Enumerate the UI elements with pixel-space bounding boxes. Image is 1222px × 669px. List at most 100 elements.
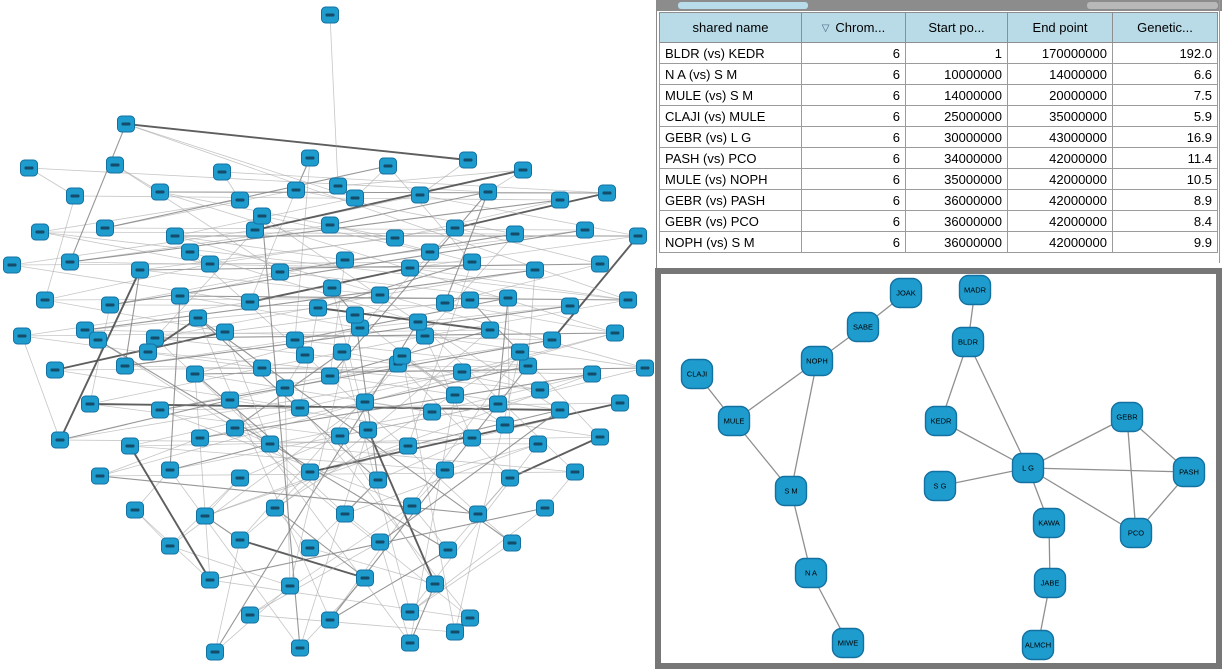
network-edge[interactable]	[329, 549, 449, 621]
network-edge[interactable]	[11, 264, 251, 303]
network-node[interactable]	[166, 227, 184, 245]
network-node[interactable]	[301, 539, 319, 557]
network-node[interactable]	[346, 306, 364, 324]
network-edge[interactable]	[497, 297, 509, 405]
network-node[interactable]	[469, 505, 487, 523]
network-node[interactable]	[536, 499, 554, 517]
table-cell[interactable]: PASH (vs) PCO	[659, 147, 802, 169]
network-edge[interactable]	[367, 429, 436, 585]
network-node[interactable]	[561, 297, 579, 315]
column-header-1[interactable]: ▽ Chrom...	[801, 12, 906, 43]
network-edge[interactable]	[209, 227, 456, 265]
network-node[interactable]	[226, 419, 244, 437]
dense-network-view[interactable]	[0, 0, 656, 669]
network-node[interactable]	[566, 463, 584, 481]
network-node[interactable]	[191, 429, 209, 447]
network-edge[interactable]	[159, 409, 413, 507]
table-row[interactable]: GEBR (vs) PCO 6 36000000 42000000 8.4	[659, 210, 1218, 232]
table-cell[interactable]: BLDR (vs) KEDR	[659, 42, 802, 64]
network-node[interactable]	[439, 541, 457, 559]
network-node[interactable]	[356, 393, 374, 411]
network-edge[interactable]	[229, 399, 473, 439]
network-edge[interactable]	[147, 351, 541, 391]
network-node[interactable]: KAWA	[1032, 507, 1066, 539]
network-node[interactable]	[291, 639, 309, 657]
table-cell[interactable]: 43000000	[1007, 126, 1113, 148]
network-edge[interactable]	[359, 227, 456, 329]
network-edge[interactable]	[409, 267, 629, 301]
network-edge[interactable]	[419, 194, 639, 237]
node-shape[interactable]	[1011, 452, 1045, 484]
network-node[interactable]	[231, 531, 249, 549]
table-cell[interactable]: 6	[801, 105, 906, 127]
network-node[interactable]	[301, 149, 319, 167]
network-edge[interactable]	[104, 189, 297, 229]
network-node[interactable]	[171, 287, 189, 305]
network-node[interactable]	[276, 379, 294, 397]
column-header-0[interactable]: shared name	[659, 12, 802, 43]
network-node[interactable]	[253, 359, 271, 377]
network-edge[interactable]	[129, 407, 301, 447]
table-cell[interactable]: 7.5	[1112, 84, 1218, 106]
network-node[interactable]	[216, 323, 234, 341]
network-node[interactable]	[301, 463, 319, 481]
network-node[interactable]	[371, 286, 389, 304]
network-edge[interactable]	[329, 191, 489, 226]
network-node[interactable]: JABE	[1033, 567, 1067, 599]
table-cell[interactable]: 42000000	[1007, 168, 1113, 190]
network-node[interactable]	[359, 421, 377, 439]
network-edge[interactable]	[69, 123, 127, 263]
table-cell[interactable]: MULE (vs) S M	[659, 84, 802, 106]
network-node[interactable]	[321, 6, 339, 24]
network-node[interactable]	[51, 431, 69, 449]
network-node[interactable]: BLDR	[951, 326, 985, 358]
network-edge[interactable]	[159, 191, 616, 334]
network-edge[interactable]	[454, 192, 608, 229]
network-node[interactable]	[551, 191, 569, 209]
network-node[interactable]	[496, 416, 514, 434]
network-node[interactable]	[379, 157, 397, 175]
table-cell[interactable]: 9.9	[1112, 231, 1218, 253]
node-shape[interactable]	[923, 470, 957, 502]
network-node[interactable]	[529, 435, 547, 453]
network-node[interactable]: MADR	[958, 274, 992, 306]
network-edge[interactable]	[169, 295, 181, 471]
network-node[interactable]	[459, 151, 477, 169]
network-edge[interactable]	[509, 436, 601, 479]
network-node[interactable]	[231, 191, 249, 209]
network-node[interactable]	[399, 437, 417, 455]
network-edge[interactable]	[299, 429, 369, 649]
network-edge[interactable]	[444, 443, 539, 471]
table-cell[interactable]: 6	[801, 210, 906, 232]
network-edge[interactable]	[39, 231, 629, 301]
network-node[interactable]	[91, 467, 109, 485]
network-edge[interactable]	[84, 269, 536, 331]
table-row[interactable]: BLDR (vs) KEDR 6 1 170000000 192.0	[659, 42, 1218, 64]
table-cell[interactable]: 14000000	[1007, 63, 1113, 85]
network-node[interactable]	[479, 183, 497, 201]
network-node[interactable]	[201, 255, 219, 273]
network-node[interactable]	[503, 534, 521, 552]
node-shape[interactable]	[717, 405, 751, 437]
network-edge[interactable]	[159, 191, 396, 239]
network-edge[interactable]	[114, 164, 281, 273]
table-cell[interactable]: NOPH (vs) S M	[659, 231, 802, 253]
network-edge[interactable]	[159, 191, 608, 194]
network-edge[interactable]	[224, 331, 271, 445]
network-node[interactable]	[416, 327, 434, 345]
network-node[interactable]	[309, 299, 327, 317]
network-edge[interactable]	[99, 475, 479, 515]
network-node[interactable]: CLAJI	[680, 358, 714, 390]
table-cell[interactable]: 16.9	[1112, 126, 1218, 148]
network-edge[interactable]	[154, 229, 256, 339]
network-edge[interactable]	[39, 231, 516, 235]
network-edge[interactable]	[169, 469, 301, 649]
network-edge[interactable]	[401, 355, 456, 396]
network-edge[interactable]	[89, 367, 263, 405]
network-edge[interactable]	[790, 360, 818, 492]
network-node[interactable]	[401, 603, 419, 621]
network-node[interactable]	[606, 324, 624, 342]
network-node[interactable]	[356, 569, 374, 587]
network-edge[interactable]	[551, 235, 639, 341]
table-cell[interactable]: 36000000	[905, 210, 1008, 232]
